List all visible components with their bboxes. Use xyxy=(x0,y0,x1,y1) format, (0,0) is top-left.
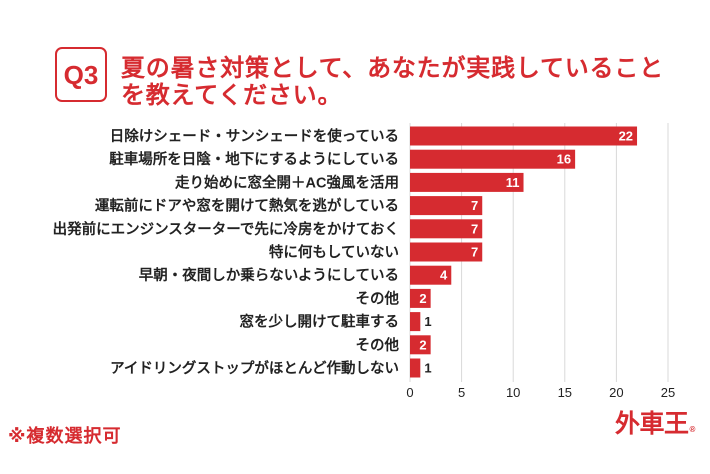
bar xyxy=(410,149,576,169)
category-label: 走り始めに窓全開＋AC強風を活用 xyxy=(175,173,399,191)
bar xyxy=(410,265,452,285)
value-label: 7 xyxy=(471,198,478,213)
x-tick-label: 25 xyxy=(661,385,675,400)
brand-logo-text: 外車王 xyxy=(615,410,689,438)
bar xyxy=(410,358,421,378)
question-title: 夏の暑さ対策として、あなたが実践していること を教えてください。 xyxy=(121,55,664,109)
bar xyxy=(410,219,483,239)
category-label: 出発前にエンジンスターターで先に冷房をかけておく xyxy=(53,220,399,238)
category-label: その他 xyxy=(356,289,400,307)
category-label: アイドリングストップがほとんど作動しない xyxy=(110,359,399,377)
category-label: 駐車場所を日陰・地下にするようにしている xyxy=(109,150,399,168)
x-tick-label: 0 xyxy=(406,385,413,400)
x-tick-label: 15 xyxy=(558,385,572,400)
bar xyxy=(410,312,421,332)
bar xyxy=(410,172,524,192)
category-labels: 日除けシェード・サンシェードを使っている駐車場所を日陰・地下にするようにしている… xyxy=(53,127,400,377)
value-label: 7 xyxy=(471,221,478,236)
value-label: 1 xyxy=(424,361,431,376)
brand-logo: 外車王® xyxy=(615,409,695,445)
bar xyxy=(410,335,431,355)
question-number: Q3 xyxy=(63,59,99,90)
question-title-line-2: を教えてください。 xyxy=(121,82,343,109)
x-tick-label: 20 xyxy=(609,385,623,400)
x-tick-label: 5 xyxy=(458,385,465,400)
category-label: 窓を少し開けて駐車する xyxy=(240,313,400,331)
value-label: 2 xyxy=(419,337,426,352)
value-label: 2 xyxy=(419,291,426,306)
value-label: 7 xyxy=(471,245,478,260)
category-label: 日除けシェード・サンシェードを使っている xyxy=(110,127,399,145)
bar xyxy=(410,196,483,216)
category-label: 早朝・夜間しか乗らないようにしている xyxy=(139,266,399,284)
value-label: 4 xyxy=(440,268,448,283)
multiple-choice-note: ※複数選択可 xyxy=(8,426,122,446)
category-label: 特に何もしていない xyxy=(269,243,399,261)
value-label: 1 xyxy=(424,314,431,329)
category-label: その他 xyxy=(356,336,400,354)
bar xyxy=(410,288,431,308)
question-number-badge: Q3 xyxy=(55,47,107,102)
value-label: 22 xyxy=(619,129,633,144)
bars xyxy=(410,126,638,378)
bar xyxy=(410,126,638,146)
bar xyxy=(410,242,483,262)
x-tick-label: 10 xyxy=(506,385,520,400)
value-label: 11 xyxy=(506,175,520,190)
category-label: 運転前にドアや窓を開けて熱気を逃がしている xyxy=(95,197,399,215)
value-label: 16 xyxy=(557,152,571,167)
registered-mark: ® xyxy=(689,425,696,434)
question-title-line-1: 夏の暑さ対策として、あなたが実践していること xyxy=(121,55,664,82)
x-axis-tick-labels: 0 5 10 15 20 25 xyxy=(406,385,675,400)
